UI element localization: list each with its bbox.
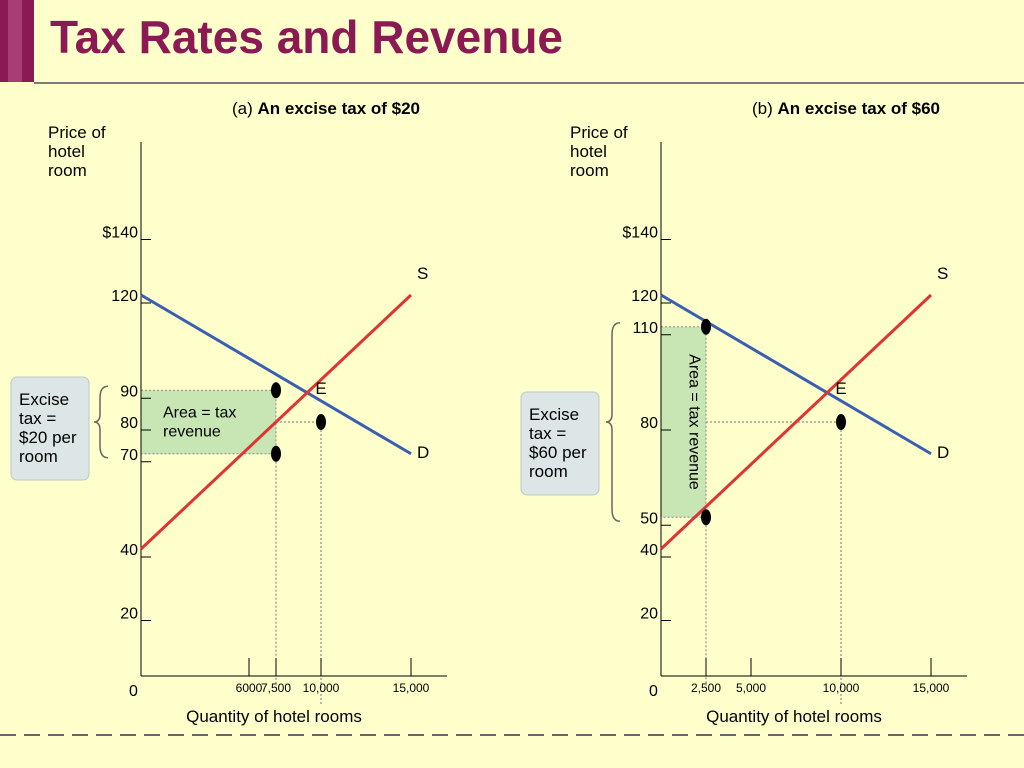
y-axis-label: hotel bbox=[48, 142, 85, 161]
excise-tax-callout bbox=[10, 376, 90, 481]
origin-label: 0 bbox=[649, 683, 658, 700]
tax-brace bbox=[605, 322, 621, 522]
y-tick-label: 40 bbox=[120, 542, 138, 559]
y-tick-label: 80 bbox=[120, 415, 138, 432]
y-axis-label: hotel bbox=[570, 142, 607, 161]
equilibrium-label: E bbox=[315, 379, 326, 398]
callout-text: room bbox=[529, 462, 568, 481]
tax-brace bbox=[93, 385, 109, 459]
callout-text: $60 per bbox=[529, 443, 587, 462]
callout-text: $20 per bbox=[19, 428, 77, 447]
y-tick-label: 20 bbox=[640, 606, 658, 623]
x-tick-label: 10,000 bbox=[823, 681, 860, 695]
tax-revenue-area bbox=[140, 389, 277, 455]
excise-tax-callout bbox=[520, 391, 600, 496]
equilibrium-point bbox=[836, 414, 846, 430]
series-label-d: D bbox=[417, 443, 429, 462]
series-label-d: D bbox=[937, 443, 949, 462]
bottom-divider bbox=[0, 734, 1024, 736]
x-tick-label: 7,500 bbox=[261, 681, 291, 695]
y-tick-label: $140 bbox=[622, 225, 658, 242]
y-tick-label: 70 bbox=[120, 447, 138, 464]
origin-label: 0 bbox=[129, 683, 138, 700]
x-tick-label: 2,500 bbox=[691, 681, 721, 695]
title-accent-bar bbox=[0, 0, 34, 82]
series-line-d bbox=[140, 293, 412, 456]
y-tick-label: 80 bbox=[640, 415, 658, 432]
equilibrium-label: E bbox=[835, 379, 846, 398]
equilibrium-point bbox=[316, 414, 326, 430]
y-tick-label: $140 bbox=[102, 225, 138, 242]
y-axis-label: Price of bbox=[48, 123, 106, 142]
y-tick-label: 50 bbox=[640, 510, 658, 527]
x-tick-label: 10,000 bbox=[303, 681, 340, 695]
panel-title: (a) An excise tax of $20 bbox=[232, 99, 420, 118]
callout-text: tax = bbox=[19, 409, 56, 428]
tax-point bbox=[701, 509, 711, 526]
x-axis-label: Quantity of hotel rooms bbox=[186, 707, 362, 726]
tax-point bbox=[271, 382, 281, 399]
y-tick-label: 90 bbox=[120, 383, 138, 400]
y-axis-label: Price of bbox=[570, 123, 628, 142]
series-label-s: S bbox=[937, 264, 948, 283]
series-line-s bbox=[659, 293, 933, 551]
y-tick-label: 120 bbox=[111, 288, 138, 305]
callout-text: tax = bbox=[529, 424, 566, 443]
series-line-s bbox=[139, 293, 413, 551]
y-axis-label: room bbox=[570, 161, 609, 180]
x-axis-label: Quantity of hotel rooms bbox=[706, 707, 882, 726]
panel-title: (b) An excise tax of $60 bbox=[752, 99, 940, 118]
y-axis-label: room bbox=[48, 161, 87, 180]
y-tick-label: 20 bbox=[120, 606, 138, 623]
x-tick-label: 6000 bbox=[236, 681, 263, 695]
title-divider bbox=[34, 82, 1024, 84]
series-label-s: S bbox=[417, 264, 428, 283]
x-tick-label: 15,000 bbox=[393, 681, 430, 695]
tax-point bbox=[701, 318, 711, 335]
callout-text: room bbox=[19, 447, 58, 466]
callout-text: Excise bbox=[529, 405, 579, 424]
x-tick-label: 15,000 bbox=[913, 681, 950, 695]
x-tick-label: 5,000 bbox=[736, 681, 766, 695]
y-tick-label: 120 bbox=[631, 288, 658, 305]
y-tick-label: 110 bbox=[632, 320, 658, 337]
tax-area-label: revenue bbox=[163, 423, 221, 440]
callout-text: Excise bbox=[19, 390, 69, 409]
tax-area-label: Area = tax bbox=[163, 404, 236, 421]
tax-point bbox=[271, 445, 281, 462]
page-title: Tax Rates and Revenue bbox=[50, 11, 564, 63]
y-tick-label: 40 bbox=[640, 542, 658, 559]
tax-area-label: Area = tax revenue bbox=[686, 354, 703, 490]
